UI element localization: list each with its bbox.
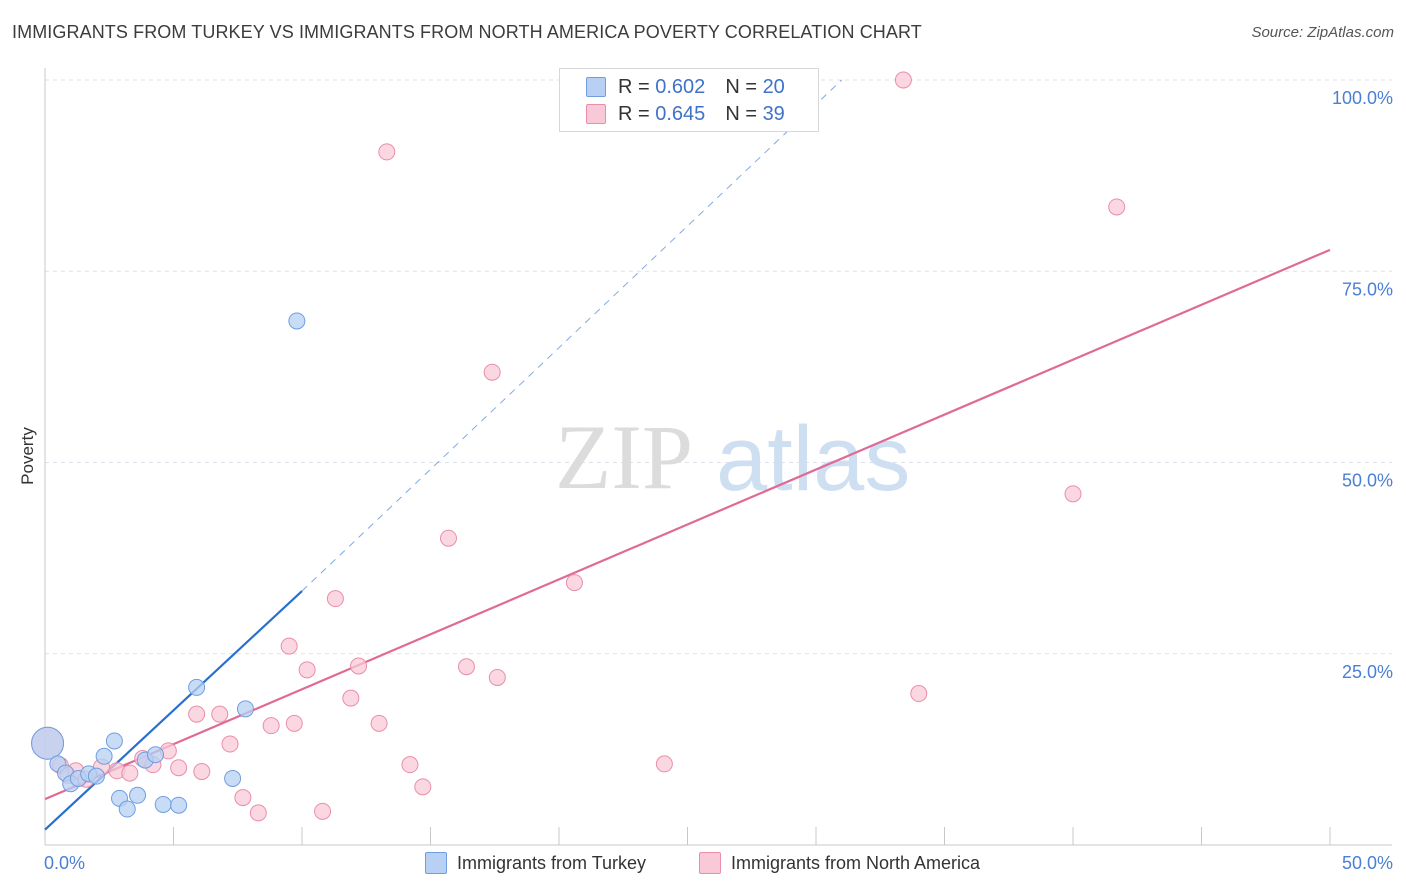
turkey-point [147, 746, 165, 764]
north-america-point [457, 658, 475, 676]
north-america-point [350, 657, 368, 675]
turkey-point [105, 732, 123, 750]
turkey-point [31, 726, 65, 760]
north-america-point [121, 764, 139, 782]
legend-r-label: R = [618, 102, 656, 125]
north-america-point [894, 71, 912, 89]
north-america-point [378, 143, 396, 161]
legend-n-value: 20 [762, 75, 785, 98]
north-america-point [655, 755, 673, 773]
data-points [31, 71, 1126, 822]
watermark-zip: ZIP [555, 406, 693, 508]
legend-n-value: 39 [762, 102, 785, 125]
north-america-point [439, 529, 457, 547]
north-america-point [211, 705, 229, 723]
legend-item-north-america: Immigrants from North America [699, 852, 980, 874]
trend-lines [44, 79, 1331, 831]
north-america-point [488, 668, 506, 686]
north-america-point [370, 714, 388, 732]
turkey-point [129, 786, 147, 804]
north-america-point [188, 705, 206, 723]
x-tick-label-min: 0.0% [44, 853, 85, 873]
turkey-point [224, 769, 242, 787]
x-tick-label-max: 50.0% [1342, 853, 1393, 873]
legend-r-value: 0.645 [655, 102, 706, 125]
north-america-point [249, 804, 267, 822]
legend-row-north-america: R = 0.645 N = 39 [586, 102, 785, 126]
turkey-point [236, 700, 254, 718]
north-america-point [342, 689, 360, 707]
north-america-point [1108, 198, 1126, 216]
north-america-point [414, 778, 432, 796]
north-america-point [285, 714, 303, 732]
turkey-point [95, 747, 113, 765]
legend-r-label: R = [618, 75, 656, 98]
y-tick-label: 25.0% [1342, 662, 1393, 682]
correlation-legend: R = 0.602 N = 20 R = 0.645 N = 39 [559, 68, 819, 132]
north-america-point [401, 756, 419, 774]
north-america-point [314, 802, 332, 820]
legend-n-label: N = [725, 102, 763, 125]
north-america-point [234, 789, 252, 807]
north-america-point [1064, 485, 1082, 503]
watermark-atlas: atlas [716, 408, 910, 510]
turkey-trend-line [44, 590, 303, 831]
watermark: ZIP atlas [555, 406, 910, 510]
turkey-point [87, 767, 105, 785]
axes: 25.0% 50.0% 75.0% 100.0% 0.0% 50.0% [44, 68, 1393, 873]
north-america-point [298, 661, 316, 679]
turkey-swatch [586, 77, 606, 97]
north-america-point [565, 574, 583, 592]
north-america-point [483, 363, 501, 381]
turkey-swatch [425, 852, 447, 874]
turkey-point [118, 800, 136, 818]
y-tick-label: 75.0% [1342, 279, 1393, 299]
north-america-point [910, 685, 928, 703]
turkey-point [154, 795, 172, 813]
y-tick-label: 100.0% [1332, 88, 1393, 108]
turkey-point [170, 796, 188, 814]
north-america-point [221, 735, 239, 753]
legend-item-turkey: Immigrants from Turkey [425, 852, 646, 874]
legend-r-value: 0.602 [655, 75, 706, 98]
north-america-trend-line [44, 248, 1331, 801]
turkey-point [188, 678, 206, 696]
north-america-point [326, 590, 344, 608]
north-america-swatch [699, 852, 721, 874]
legend-n-label: N = [725, 75, 763, 98]
source-credit: Source: ZipAtlas.com [1251, 24, 1394, 41]
y-axis-label: Poverty [18, 427, 37, 485]
legend-row-turkey: R = 0.602 N = 20 [586, 75, 785, 99]
chart-title: IMMIGRANTS FROM TURKEY VS IMMIGRANTS FRO… [12, 22, 922, 42]
north-america-point [170, 759, 188, 777]
gridlines [45, 79, 1392, 655]
turkey-point [288, 312, 306, 330]
legend-label-turkey: Immigrants from Turkey [457, 852, 647, 873]
north-america-point [193, 763, 211, 781]
north-america-point [280, 637, 298, 655]
turkey-trend-extension [301, 79, 843, 592]
north-america-point [262, 717, 280, 735]
legend-label-north-america: Immigrants from North America [731, 852, 981, 873]
north-america-swatch [586, 104, 606, 124]
y-tick-label: 50.0% [1342, 471, 1393, 491]
